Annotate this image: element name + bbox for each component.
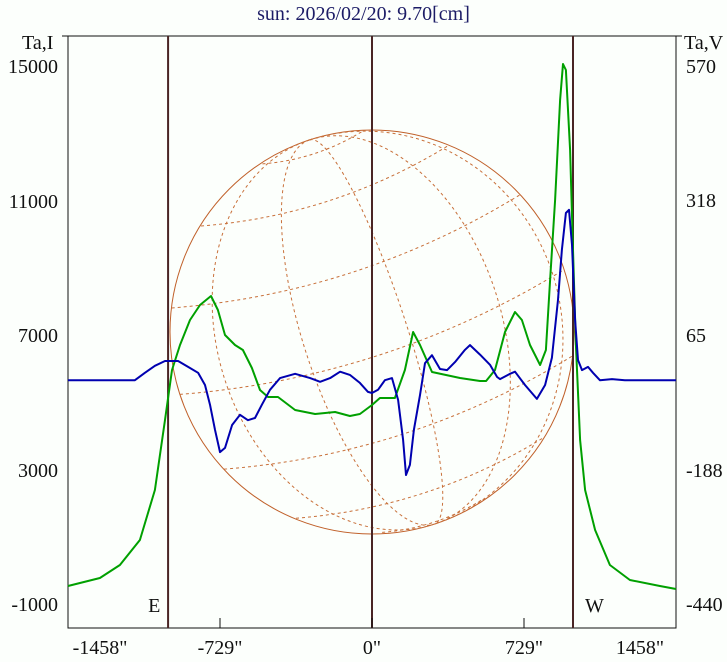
limb-marker-label: W [584, 595, 604, 617]
latitude-line [224, 355, 573, 470]
x-tick-label: 1458" [615, 637, 665, 659]
limb-marker-label: E [148, 595, 161, 617]
right-tick-label: 65 [686, 325, 706, 347]
longitude-line [211, 139, 435, 531]
x-tick-label: 0" [362, 637, 382, 659]
longitude-line [309, 130, 564, 525]
chart-title: sun: 2026/02/20: 9.70[cm] [257, 3, 470, 25]
longitude-line [309, 135, 511, 525]
left-tick-label: 3000 [18, 459, 58, 482]
latitude-line [171, 194, 521, 309]
left-axis-label: Ta,I [22, 32, 54, 54]
heliographic-grid [171, 130, 573, 533]
latitude-line [262, 131, 363, 165]
series-line-I [67, 63, 677, 590]
x-tick-label: -1458" [72, 637, 128, 659]
left-tick-label: -1000 [11, 594, 58, 616]
longitude-line [309, 139, 444, 525]
right-tick-label: 570 [686, 56, 716, 78]
latitude-line [295, 437, 544, 519]
right-tick-label: -440 [686, 594, 723, 616]
latitude-line [179, 269, 565, 395]
longitude-line [280, 139, 435, 526]
right-axis-label: Ta,V [684, 32, 724, 54]
left-tick-label: 11000 [8, 190, 58, 213]
series-line-V [68, 208, 676, 476]
right-tick-label: 318 [686, 190, 716, 213]
x-tick-label: -729" [197, 637, 243, 659]
left-tick-label: 7000 [18, 325, 58, 347]
right-tick-label: -188 [686, 459, 723, 482]
x-tick-label: 729" [504, 637, 544, 659]
latitude-line [200, 145, 449, 227]
left-tick-label: 15000 [8, 56, 58, 78]
